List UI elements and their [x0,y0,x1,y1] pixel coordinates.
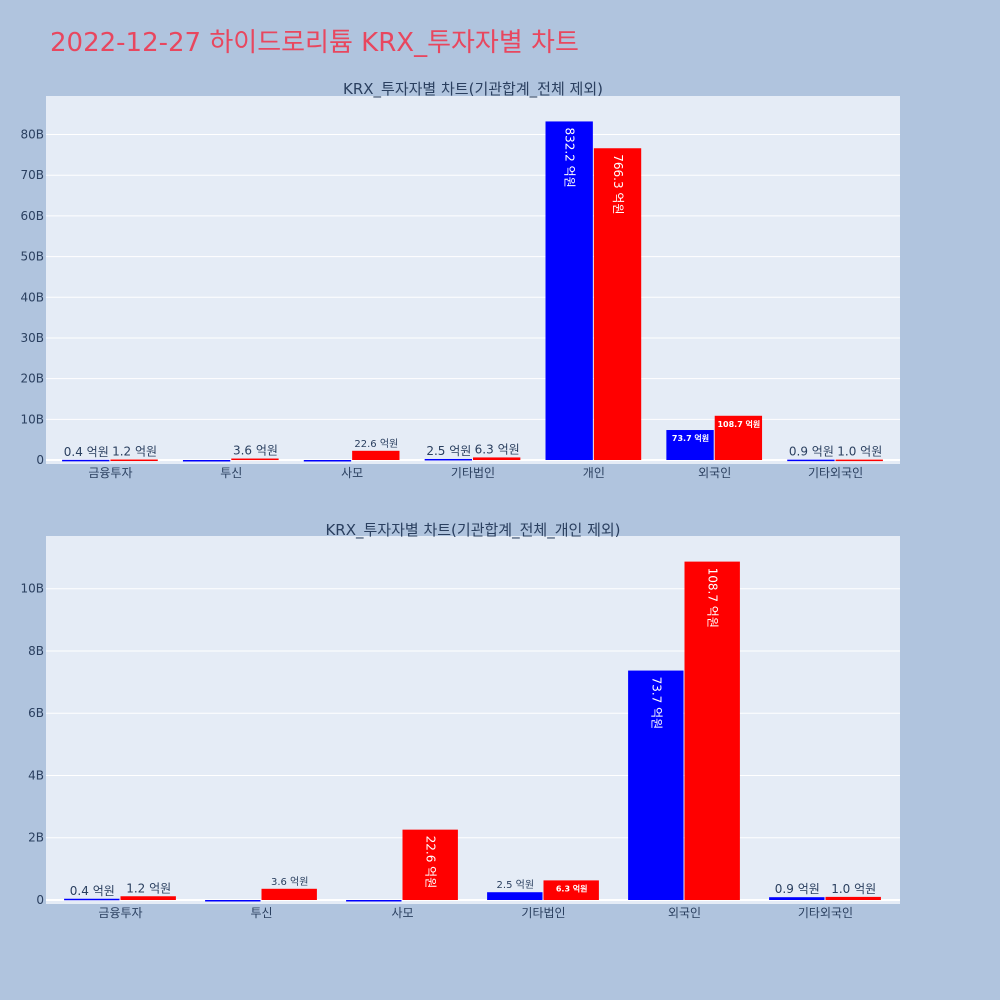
bar-red[interactable] [714,415,763,460]
plot-area [46,96,900,464]
chart-1: 0 10B 20B 30B 40B 50B 60B 70B 80B KRX_투자자별 차트(기관합… [20,80,900,480]
data-label: 73.7 억원 [649,677,663,730]
chart-2: 0 2B 4B 6B 8B 10B KRX_투자자별 차트(기관합계_전체_개인 제외) 금융… [20,521,900,920]
data-label: 108.7 억원 [706,568,720,628]
chart-title: KRX_투자자별 차트(기관합계_전체_개인 제외) [325,521,620,540]
y-tick-label: 4B [28,768,44,782]
data-label: 0.4 억원 [64,445,109,459]
data-label: 2.5 억원 [426,444,471,458]
bar-red[interactable] [473,457,521,460]
data-label: 3.6 억원 [233,444,278,458]
page-title: 2022-12-27 하이드로리튬 KRX_투자자별 차트 [50,28,579,58]
bar-red[interactable] [835,459,883,462]
data-label: 832.2 억원 [563,127,577,187]
y-tick-label: 0 [36,453,44,467]
data-label: 1.0 억원 [831,882,876,896]
x-tick-label: 투신 [250,906,272,920]
bar-red[interactable] [825,896,881,900]
data-label: 0.9 억원 [789,445,834,459]
bar-blue[interactable] [346,900,402,902]
x-tick-label: 금융투자 [88,466,132,480]
chart-title: KRX_투자자별 차트(기관합계_전체 제외) [343,80,603,99]
bar-blue[interactable] [205,900,261,902]
data-label: 108.7 억원 [717,419,760,429]
x-tick-label: 기타법인 [451,466,495,480]
data-label: 22.6 억원 [354,438,398,450]
y-tick-label: 40B [20,290,44,304]
bar-red[interactable] [593,148,642,460]
x-tick-label: 기타법인 [521,906,565,920]
plot-area [46,536,900,904]
x-tick-label: 개인 [583,466,605,480]
bar-blue[interactable] [628,670,684,900]
data-label: 73.7 억원 [672,433,709,443]
bar-red[interactable] [684,561,740,900]
bar-red[interactable] [110,459,158,462]
bar-blue[interactable] [666,430,714,460]
x-tick-label: 투신 [220,466,242,480]
y-tick-label: 20B [20,372,44,386]
bar-blue[interactable] [64,898,120,901]
data-label: 1.2 억원 [126,881,171,895]
data-label: 766.3 억원 [611,154,625,214]
bar-blue[interactable] [424,458,472,461]
x-tick-label: 기타외국인 [808,466,863,480]
bar-blue[interactable] [787,459,835,462]
x-tick-label: 외국인 [668,906,701,920]
bar-blue[interactable] [303,460,352,462]
y-tick-label: 10B [20,582,44,596]
y-tick-label: 10B [20,412,44,426]
bar-red[interactable] [352,450,400,460]
bar-red[interactable] [261,888,317,900]
data-label: 0.4 억원 [70,884,115,898]
data-label: 6.3 억원 [556,883,588,893]
x-tick-label: 사모 [391,906,413,920]
bar-blue[interactable] [182,460,231,462]
x-tick-label: 사모 [341,466,363,480]
y-tick-label: 50B [20,250,44,264]
data-label: 22.6 억원 [424,836,438,889]
x-tick-label: 기타외국인 [798,906,853,920]
bar-red[interactable] [120,896,176,900]
y-tick-label: 0 [36,893,44,907]
bar-blue[interactable] [769,897,825,900]
data-label: 2.5 억원 [497,879,534,891]
y-tick-label: 2B [28,831,44,845]
data-label: 3.6 억원 [271,876,308,888]
y-tick-label: 70B [20,168,44,182]
bar-blue[interactable] [545,121,593,460]
data-label: 6.3 억원 [475,442,520,456]
data-label: 1.2 억원 [112,445,157,459]
x-tick-label: 외국인 [698,466,731,480]
y-tick-label: 80B [20,128,44,142]
y-tick-label: 60B [20,209,44,223]
data-label: 0.9 억원 [775,882,820,896]
y-tick-label: 8B [28,644,44,658]
x-tick-label: 금융투자 [98,906,142,920]
bar-red[interactable] [231,458,279,461]
bar-red[interactable] [543,880,599,900]
y-tick-label: 30B [20,331,44,345]
bar-blue[interactable] [62,459,110,462]
y-tick-label: 6B [28,706,44,720]
bar-red[interactable] [402,829,458,900]
bar-blue[interactable] [487,892,543,900]
data-label: 1.0 억원 [837,445,882,459]
